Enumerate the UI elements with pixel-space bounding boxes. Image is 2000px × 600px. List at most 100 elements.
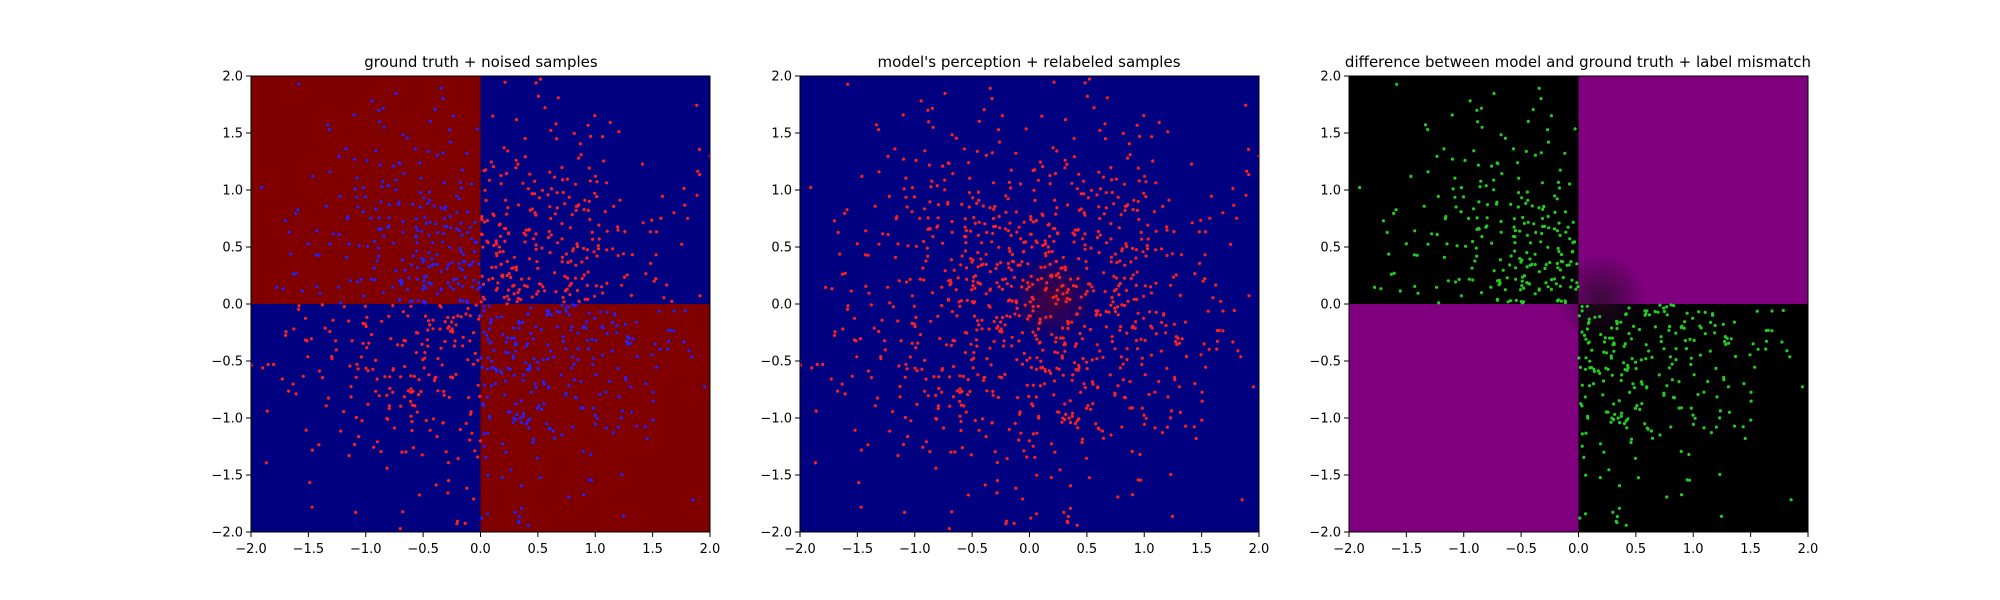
scatter-point [601, 326, 605, 330]
scatter-point [1066, 288, 1070, 292]
scatter-point [1169, 409, 1173, 413]
scatter-point [990, 151, 994, 155]
scatter-point [508, 410, 512, 414]
scatter-point [1007, 427, 1011, 432]
scatter-point [954, 136, 959, 140]
scatter-point [886, 232, 890, 237]
scatter-point [1121, 131, 1125, 135]
scatter-point [983, 483, 987, 487]
scatter-point [1450, 113, 1454, 117]
scatter-point [492, 165, 496, 169]
scatter-point [875, 396, 880, 400]
scatter-point [359, 355, 363, 359]
scatter-point [1533, 292, 1537, 296]
scatter-point [461, 335, 465, 339]
scatter-point [507, 272, 511, 276]
scatter-point [361, 294, 365, 298]
scatter-point [860, 174, 864, 178]
y-tick-label: 1.0 [1320, 184, 1341, 199]
scatter-point [401, 510, 405, 514]
scatter-point [951, 172, 955, 176]
scatter-point [454, 277, 459, 281]
scatter-point [414, 351, 418, 355]
scatter-point [1010, 335, 1014, 339]
scatter-point [1020, 331, 1025, 335]
scatter-point [1056, 297, 1060, 302]
scatter-point [1442, 255, 1446, 259]
scatter-point [1685, 311, 1689, 315]
scatter-point [1094, 313, 1098, 317]
scatter-point [534, 324, 538, 328]
scatter-point [941, 164, 945, 168]
scatter-point [505, 273, 509, 278]
scatter-point [497, 245, 501, 249]
scatter-point [403, 364, 407, 369]
scatter-point [528, 257, 532, 261]
scatter-point [1718, 416, 1722, 420]
scatter-point [1513, 229, 1517, 233]
x-tick-label: −1.5 [842, 542, 874, 557]
scatter-point [1612, 349, 1616, 353]
x-tick-label: 0.0 [470, 542, 491, 557]
scatter-point [442, 231, 446, 236]
scatter-point [487, 178, 491, 182]
scatter-point [387, 203, 391, 207]
scatter-point [1183, 320, 1187, 324]
scatter-point [1091, 382, 1095, 386]
scatter-point [1522, 286, 1526, 290]
scatter-point [1722, 375, 1726, 380]
scatter-point [1616, 416, 1620, 420]
scatter-point [971, 258, 975, 262]
scatter-point [438, 327, 442, 331]
scatter-point [623, 229, 627, 234]
scatter-point [588, 134, 593, 138]
scatter-point [965, 331, 969, 335]
scatter-point [359, 277, 363, 281]
scatter-point [1038, 320, 1042, 324]
scatter-point [1583, 395, 1587, 399]
scatter-point [1544, 263, 1548, 267]
scatter-point [1215, 328, 1219, 333]
x-tick-label: 1.5 [1740, 542, 1761, 557]
scatter-point [989, 363, 993, 367]
scatter-point [1058, 468, 1062, 472]
scatter-point [948, 404, 952, 408]
scatter-point [1132, 297, 1136, 301]
scatter-point [427, 233, 431, 237]
scatter-point [569, 328, 573, 332]
scatter-point [347, 453, 351, 458]
scatter-point [546, 357, 550, 361]
scatter-point [853, 428, 857, 432]
scatter-point [447, 395, 451, 399]
scatter-point [1027, 439, 1031, 443]
scatter-point [896, 242, 900, 246]
scatter-point [984, 262, 988, 267]
scatter-point [1582, 333, 1587, 337]
scatter-point [901, 113, 905, 117]
scatter-point [1201, 279, 1205, 283]
scatter-point [992, 320, 996, 324]
scatter-point [517, 515, 522, 519]
scatter-point [1173, 375, 1177, 380]
scatter-point [1379, 287, 1383, 291]
scatter-point [1714, 366, 1718, 370]
scatter-point [1692, 373, 1696, 377]
scatter-point [991, 231, 995, 236]
scatter-point [1056, 232, 1060, 236]
scatter-point [888, 301, 892, 305]
scatter-point [926, 108, 930, 112]
scatter-point [1475, 108, 1479, 112]
x-tick-label: 0.0 [1019, 542, 1040, 557]
scatter-point [1165, 228, 1169, 232]
scatter-point [1625, 426, 1629, 430]
scatter-point [1229, 242, 1233, 246]
scatter-point [810, 366, 814, 370]
scatter-point [585, 339, 590, 343]
scatter-point [470, 431, 474, 435]
scatter-point [1643, 313, 1647, 317]
scatter-point [873, 404, 877, 408]
scatter-point [548, 170, 552, 174]
scatter-point [1574, 287, 1578, 291]
scatter-point [1055, 288, 1059, 292]
scatter-point [680, 242, 684, 246]
